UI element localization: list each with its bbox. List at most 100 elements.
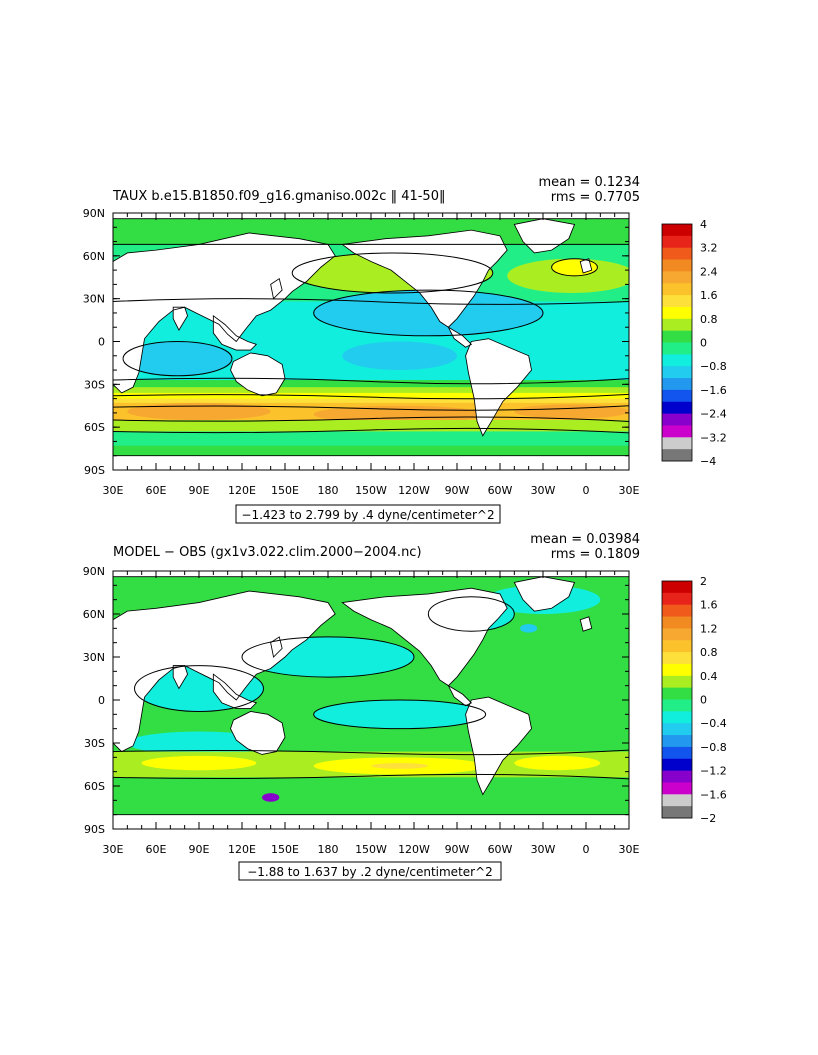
- colorbar-swatch: [662, 318, 692, 332]
- lat-tick-label: 30N: [83, 293, 105, 306]
- lon-tick-label: 150E: [271, 843, 299, 856]
- panel-top-range-box: [235, 504, 501, 524]
- colorbar-swatch: [662, 782, 692, 795]
- colorbar-label: 1.6: [700, 599, 718, 612]
- panel-top-field: [113, 213, 629, 470]
- colorbar-swatch: [662, 224, 692, 237]
- panel-bottom-axes: 90N 60N 30N 0 30S 60S 90S 30E 60E 90E 120E 150E 180 1…: [83, 565, 640, 856]
- colorbar-label: −3.2: [700, 431, 727, 444]
- colorbar-swatch: [662, 699, 692, 712]
- lat-tick-label: 60S: [84, 780, 105, 793]
- lon-tick-label: 30E: [103, 843, 124, 856]
- lon-tick-label: 30W: [531, 484, 556, 497]
- colorbar-label: 0: [700, 694, 707, 707]
- lon-tick-label: 150W: [355, 843, 387, 856]
- colorbar-swatch: [662, 283, 692, 296]
- panel-top-title: TAUX b.e15.B1850.f09_g16.gmaniso.002c ‖ …: [112, 189, 445, 204]
- colorbar-label: 1.6: [700, 289, 718, 302]
- colorbar-label: −1.6: [700, 384, 727, 397]
- colorbar-swatch: [662, 247, 692, 260]
- colorbar-swatch: [662, 389, 692, 403]
- colorbar-swatch: [662, 758, 692, 771]
- lat-tick-label: 90S: [84, 823, 105, 836]
- colorbar-swatch: [662, 425, 692, 438]
- panel-top-rms: rms = 0.7705: [551, 190, 640, 205]
- colorbar-label: 0.8: [700, 646, 718, 659]
- lon-tick-label: 60E: [146, 843, 167, 856]
- colorbar-swatch: [662, 295, 692, 308]
- colorbar-label: 3.2: [700, 242, 718, 255]
- lon-tick-label: 30E: [619, 484, 640, 497]
- colorbar-label: −2.4: [700, 408, 727, 421]
- colorbar-swatch: [662, 675, 692, 689]
- colorbar-swatch: [662, 711, 692, 724]
- lat-tick-label: 30S: [84, 737, 105, 750]
- map-panel-bottom: MODEL − OBS (gx1v3.022.clim.2000−2004.nc…: [83, 532, 727, 881]
- colorbar-label: −0.4: [700, 717, 727, 730]
- lon-tick-label: 90E: [189, 484, 210, 497]
- lon-tick-label: 120W: [398, 843, 430, 856]
- lon-tick-label: 120E: [228, 843, 256, 856]
- colorbar-label: −0.8: [700, 360, 727, 373]
- colorbar-swatch: [662, 746, 692, 760]
- panel-top-colorbar: 4 3.2 2.4 1.6 0.8 0 −0.8 −1.6 −2.4 −3.2 −4: [661, 218, 727, 468]
- panel-top-axes: 90N 60N 30N 0 30S 60S 90S 30E 60E 90E 120E 150E 180 1…: [83, 207, 640, 497]
- colorbar-label: 0.4: [700, 670, 718, 683]
- colorbar-label: 0: [700, 337, 707, 350]
- colorbar-swatch: [662, 604, 692, 617]
- lat-tick-label: 90N: [83, 565, 105, 578]
- lon-tick-label: 90E: [189, 843, 210, 856]
- colorbar-label: 2.4: [700, 265, 718, 278]
- lon-tick-label: 60E: [146, 484, 167, 497]
- lon-tick-label: 120W: [398, 484, 430, 497]
- panel-top-mean: mean = 0.1234: [538, 175, 640, 190]
- colorbar-swatch: [662, 366, 692, 379]
- colorbar-label: 4: [700, 218, 707, 231]
- lat-tick-label: 90S: [84, 464, 105, 477]
- colorbar-swatch: [662, 652, 692, 665]
- colorbar-swatch: [662, 592, 692, 606]
- colorbar-swatch: [662, 735, 692, 748]
- colorbar-swatch: [662, 449, 692, 462]
- lat-tick-label: 0: [98, 694, 105, 707]
- lon-tick-label: 90W: [445, 843, 470, 856]
- colorbar-label: 2: [700, 575, 707, 588]
- colorbar-swatch: [662, 663, 692, 677]
- panel-bottom-rms: rms = 0.1809: [551, 547, 640, 562]
- lon-tick-label: 30E: [619, 843, 640, 856]
- lat-tick-label: 0: [98, 336, 105, 349]
- lat-tick-label: 30N: [83, 651, 105, 664]
- colorbar-swatch: [662, 806, 692, 819]
- panel-bottom-range-box: [238, 861, 502, 881]
- lon-tick-label: 30E: [103, 484, 124, 497]
- colorbar-label: 1.2: [700, 622, 718, 635]
- lon-tick-label: 90W: [445, 484, 470, 497]
- colorbar-swatch: [662, 401, 692, 414]
- colorbar-swatch: [662, 794, 692, 807]
- lon-tick-label: 150E: [271, 484, 299, 497]
- colorbar-swatch: [662, 616, 692, 629]
- colorbar-swatch: [662, 378, 692, 391]
- colorbar-swatch: [662, 723, 692, 736]
- lat-tick-label: 60N: [83, 608, 105, 621]
- colorbar-swatch: [662, 628, 692, 641]
- colorbar-swatch: [662, 306, 692, 320]
- lat-tick-label: 30S: [84, 378, 105, 391]
- colorbar-swatch: [662, 354, 692, 367]
- panel-bottom-field: [113, 571, 629, 829]
- lon-tick-label: 180: [318, 843, 339, 856]
- lat-tick-label: 90N: [83, 207, 105, 220]
- map-panel-top: TAUX b.e15.B1850.f09_g16.gmaniso.002c ‖ …: [83, 175, 727, 524]
- panel-bottom-colorbar: 2 1.6 1.2 0.8 0.4 0 −0.4 −0.8 −1.2 −1.6 −2: [661, 575, 727, 825]
- lat-tick-label: 60N: [83, 250, 105, 263]
- colorbar-swatch: [662, 235, 692, 249]
- lon-tick-label: 0: [583, 484, 590, 497]
- colorbar-swatch: [662, 687, 692, 700]
- colorbar-swatch: [662, 413, 692, 426]
- colorbar-swatch: [662, 259, 692, 272]
- lat-tick-label: 60S: [84, 421, 105, 434]
- colorbar-swatch: [662, 342, 692, 355]
- colorbar-label: −1.6: [700, 788, 727, 801]
- colorbar-label: −2: [700, 812, 716, 825]
